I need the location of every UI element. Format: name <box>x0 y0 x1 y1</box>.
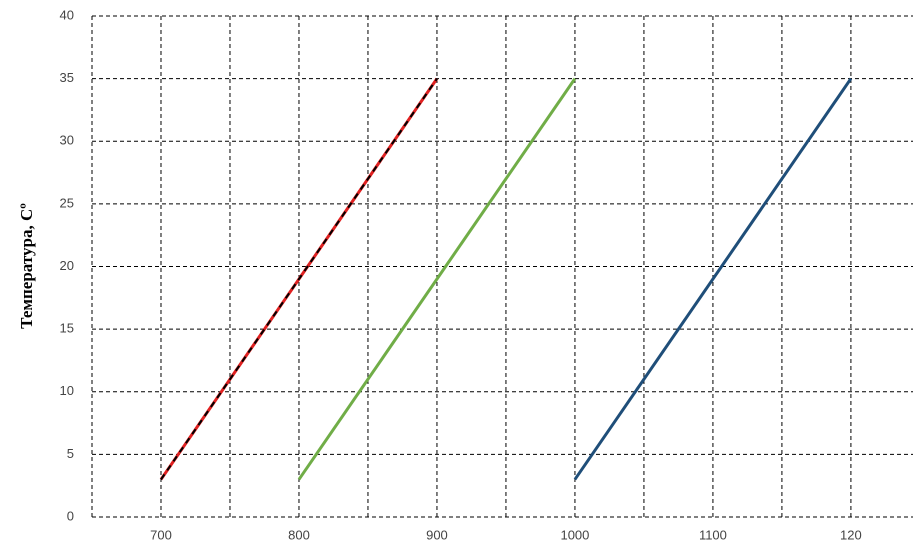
y-tick-label: 10 <box>60 383 74 398</box>
y-tick-label: 5 <box>67 446 74 461</box>
x-tick-label: 1100 <box>699 527 727 542</box>
y-axis-label: Температура, Сº <box>17 203 36 329</box>
y-tick-label: 0 <box>67 508 74 523</box>
x-tick-label: 800 <box>288 527 310 542</box>
y-tick-label: 20 <box>60 258 74 273</box>
y-tick-label: 15 <box>60 321 74 336</box>
line-series <box>573 77 853 481</box>
line-series <box>160 78 438 480</box>
y-tick-label: 40 <box>60 7 74 22</box>
x-tick-label: 1000 <box>560 527 589 542</box>
x-tick-label: 120 <box>840 527 862 542</box>
y-tick-label: 35 <box>60 70 74 85</box>
y-tick-label: 30 <box>60 133 74 148</box>
x-tick-label: 900 <box>426 527 448 542</box>
x-tick-label: 700 <box>150 527 172 542</box>
line-series <box>297 77 577 481</box>
y-tick-label: 25 <box>60 195 74 210</box>
